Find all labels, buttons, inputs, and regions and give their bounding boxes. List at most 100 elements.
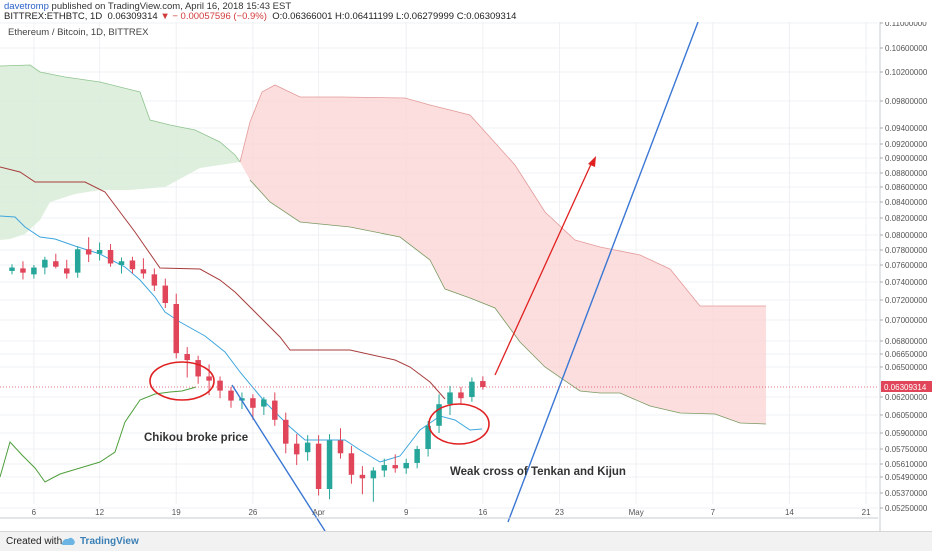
candle	[206, 364, 212, 396]
senkou-a-line	[0, 64, 241, 163]
price-tick-label: 0.06050000	[885, 411, 928, 420]
time-tick-label: 23	[555, 508, 564, 517]
time-tick-label: May	[629, 508, 644, 517]
candle	[173, 293, 179, 359]
candle	[129, 256, 136, 274]
candle-body	[414, 449, 420, 463]
price-tick-label: 0.08400000	[885, 198, 928, 207]
candle-body	[107, 250, 114, 264]
price-tick-label: 0.06650000	[885, 350, 928, 359]
time-tick-label: 9	[404, 508, 409, 517]
indicator-lines	[0, 166, 878, 483]
candle	[469, 377, 475, 402]
chart-header: davetromp published on TradingView.com, …	[0, 0, 932, 22]
candle-body	[20, 268, 26, 273]
price-axis[interactable]: 0.11000000 0.10600000 0.10200000 0.09800000…	[879, 22, 932, 531]
time-tick-label: Apr	[312, 508, 325, 517]
candle-body	[64, 268, 70, 274]
candle-body	[425, 425, 431, 449]
candle-body	[359, 474, 366, 479]
cloud-bullish	[0, 65, 240, 240]
candle-body	[140, 269, 147, 274]
candle	[436, 394, 442, 433]
candle	[217, 376, 223, 399]
candle	[370, 467, 377, 502]
time-tick-label: 12	[95, 508, 104, 517]
candle	[326, 434, 333, 500]
price-axis-bg	[880, 22, 932, 531]
tenkan-sen-line	[0, 215, 483, 463]
price-tick-label: 0.06200000	[885, 393, 928, 402]
candle-body	[337, 440, 344, 454]
candle	[20, 261, 26, 280]
price-tick-label: 0.08600000	[885, 183, 928, 192]
created-with-text: Created with	[6, 536, 63, 547]
publish-text: published on TradingView.com, April 16, …	[51, 1, 292, 12]
candle	[425, 421, 431, 457]
candle-body	[403, 462, 409, 469]
candlesticks	[9, 237, 486, 502]
candle-body	[381, 465, 388, 471]
publish-info: davetromp published on TradingView.com, …	[4, 1, 291, 12]
candle-body	[348, 453, 355, 475]
price-tick-label: 0.10600000	[885, 44, 928, 53]
trend-line-up[interactable]	[507, 22, 699, 523]
candle	[403, 458, 409, 474]
author-link[interactable]: davetromp	[4, 1, 49, 12]
candle-body	[206, 376, 212, 381]
candle	[272, 392, 278, 426]
candle-body	[304, 442, 311, 453]
price-tick-label: 0.05750000	[885, 445, 928, 454]
tradingview-link[interactable]: TradingView	[80, 536, 139, 547]
price-tick-label: 0.09400000	[885, 124, 928, 133]
time-tick-label: 14	[785, 508, 794, 517]
price-tick-label: 0.07400000	[885, 278, 928, 287]
candle	[42, 256, 48, 275]
candle	[392, 454, 398, 473]
candle-body	[42, 259, 48, 268]
trend-line-down[interactable]	[231, 384, 326, 531]
candle-body	[480, 381, 486, 387]
candle-body	[293, 443, 300, 455]
ichimoku-chart[interactable]: 0.11000000 0.10600000 0.10200000 0.09800000…	[0, 22, 932, 531]
price-tick-label: 0.09200000	[885, 140, 928, 149]
price-tick-label: 0.09000000	[885, 154, 928, 163]
candle	[447, 385, 453, 415]
time-axis[interactable]: 6 12 19 26 Apr 9 16 23 May 7 14 21	[0, 508, 878, 519]
candle-body	[261, 399, 267, 407]
cloud-bearish	[240, 85, 766, 424]
projection-arrow[interactable]	[494, 161, 593, 376]
candle	[359, 466, 366, 495]
candle-body	[283, 419, 289, 444]
candle-body	[9, 267, 15, 271]
candle-body	[315, 443, 322, 489]
candle-body	[370, 470, 377, 479]
candle	[381, 458, 388, 477]
candle	[458, 386, 464, 405]
candle-body	[458, 392, 464, 399]
time-tick-label: 26	[248, 508, 257, 517]
candle	[414, 445, 420, 469]
highlight-circle-cross[interactable]	[428, 403, 490, 445]
price-change: − 0.00057596 (−0.9%)	[172, 11, 267, 22]
highlight-circle-chikou[interactable]	[149, 361, 215, 401]
candle	[304, 435, 311, 461]
kijun-sen-line	[0, 166, 446, 400]
time-tick-label: 21	[862, 508, 871, 517]
price-tick-label: 0.07000000	[885, 316, 928, 325]
candle-body	[162, 285, 169, 303]
ichimoku-cloud	[0, 64, 767, 425]
candle	[337, 428, 344, 459]
candle	[315, 435, 322, 496]
candle-body	[96, 250, 103, 254]
candle-body	[436, 404, 442, 426]
candle-body	[272, 400, 278, 420]
candle	[85, 237, 92, 262]
candle-body	[217, 380, 223, 391]
price-tick-label: 0.05250000	[885, 504, 928, 513]
candle-body	[447, 392, 453, 405]
candle-body	[173, 304, 179, 354]
candle-body	[151, 274, 158, 286]
symbol-info: BITTREX:ETHBTC, 1D 0.06309314 ▼ − 0.0005…	[4, 11, 516, 22]
candle-body	[31, 267, 37, 275]
